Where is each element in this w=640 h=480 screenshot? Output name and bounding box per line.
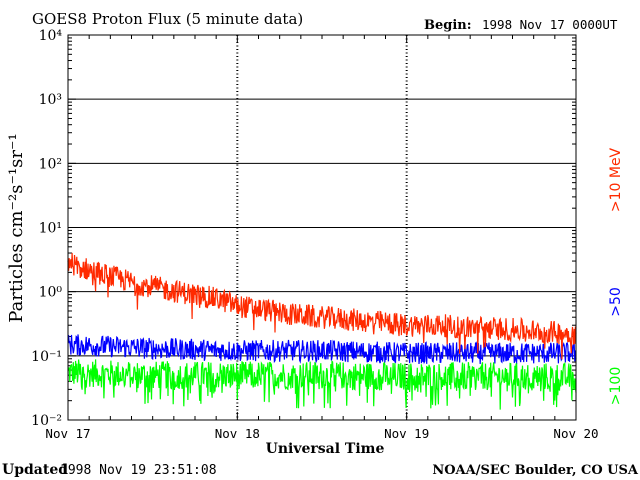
x-tick-label: Nov 19 <box>384 426 429 441</box>
y-tick-label: 10⁰ <box>39 285 63 301</box>
x-tick-label: Nov 17 <box>45 426 90 441</box>
x-axis-label: Universal Time <box>266 441 385 457</box>
y-axis-label: Particles cm⁻²s⁻¹sr⁻¹ <box>6 133 27 322</box>
y-tick-label: 10² <box>39 156 62 172</box>
chart-title: GOES8 Proton Flux (5 minute data) <box>32 10 303 28</box>
x-tick-label: Nov 18 <box>215 426 260 441</box>
begin-label: Begin: <box>424 18 472 33</box>
y-tick-label: 10³ <box>39 92 62 108</box>
legend-entry-gt50: >50 <box>608 287 624 317</box>
plot-frame <box>67 34 577 421</box>
legend: >10 MeV >50 >100 <box>608 147 624 405</box>
x-tick-label: Nov 20 <box>553 426 598 441</box>
begin-value: 1998 Nov 17 0000UT <box>482 17 618 32</box>
legend-entry-gt100: >100 <box>608 367 624 405</box>
credit-text: NOAA/SEC Boulder, CO USA <box>432 463 639 478</box>
series-line-gt10 <box>67 252 577 360</box>
y-tick-label: 10⁻¹ <box>31 349 62 365</box>
legend-entry-gt10: >10 MeV <box>608 147 624 212</box>
series-line-gt50 <box>67 334 577 365</box>
y-tick-label: 10⁴ <box>39 28 63 44</box>
y-axis-label-text: Particles cm⁻²s⁻¹sr⁻¹ <box>6 133 27 322</box>
y-tick-label: 10⁻² <box>31 413 62 429</box>
updated-label: Updated <box>2 462 68 478</box>
series-line-gt100 <box>67 359 577 410</box>
plot-area: 10⁻² 10⁻¹ 10⁰ 10¹ 10² 10³ 10⁴ Nov 17 Nov 18 Nov 1… <box>31 28 598 441</box>
y-tick-label: 10¹ <box>39 221 62 237</box>
updated-value: 1998 Nov 19 23:51:08 <box>60 463 217 478</box>
